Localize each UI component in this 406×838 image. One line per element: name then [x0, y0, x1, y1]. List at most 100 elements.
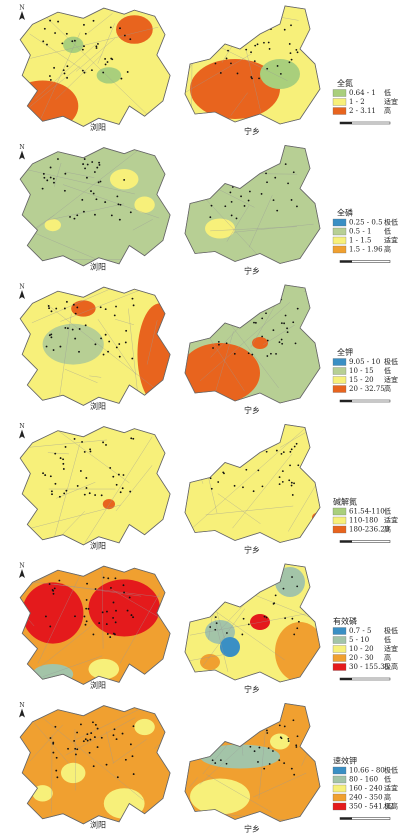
sample-point [212, 41, 215, 44]
map-outline [19, 565, 171, 685]
legend-swatch [332, 227, 347, 236]
sample-point [264, 164, 266, 167]
sample-point [98, 163, 101, 166]
sample-point [240, 594, 242, 596]
sample-point [212, 347, 214, 349]
sample-point [89, 738, 92, 741]
map-label: 宁乡 [244, 824, 260, 834]
sample-point [48, 75, 51, 77]
sample-point [224, 308, 226, 311]
map-base [19, 426, 171, 546]
sample-point [291, 494, 294, 496]
sample-point [230, 200, 233, 203]
sample-point [78, 350, 80, 353]
sample-point [101, 611, 104, 614]
sample-point [102, 71, 105, 74]
boundary [220, 46, 288, 81]
sample-point [112, 475, 115, 478]
sample-point [280, 322, 283, 325]
sample-point [292, 321, 295, 324]
sample-point [48, 307, 50, 310]
sample-point [215, 464, 218, 467]
sample-point [100, 494, 103, 497]
boundary [206, 774, 272, 813]
sample-point [275, 353, 277, 355]
boundary [213, 331, 234, 397]
legend-range: 20 - 30 [349, 654, 374, 662]
sample-point [268, 48, 271, 50]
sample-point [106, 633, 109, 635]
sample-point [44, 474, 47, 476]
boundary [199, 302, 291, 382]
sample-point [281, 480, 284, 483]
sample-point [43, 176, 46, 179]
sample-point [278, 759, 281, 762]
sample-point [251, 77, 253, 80]
sample-point [104, 333, 107, 336]
sample-point [52, 177, 55, 180]
map [19, 705, 171, 825]
sample-point [225, 586, 228, 589]
map-zones [20, 566, 163, 685]
map-label: 浏阳 [90, 680, 106, 690]
sample-point [209, 184, 211, 187]
sample-point [283, 28, 286, 31]
sample-point [104, 63, 107, 66]
north-arrow [19, 290, 25, 299]
sample-point [281, 342, 284, 345]
sample-point [74, 753, 77, 756]
sample-point [124, 758, 127, 761]
sample-point [112, 601, 115, 604]
sample-point [257, 761, 259, 763]
sample-point [79, 470, 82, 472]
sample-point [131, 297, 134, 300]
map-zone [32, 785, 53, 802]
sample-point [65, 300, 68, 303]
sample-point [267, 41, 270, 44]
sample-point [293, 633, 296, 636]
sample-point [290, 767, 293, 770]
boundary [119, 592, 161, 664]
sample-point [86, 176, 88, 179]
sample-point [276, 65, 279, 67]
sample-point [50, 336, 53, 339]
sample-point [223, 472, 225, 475]
sample-point [52, 751, 55, 754]
map-base [184, 145, 321, 264]
map-zones [25, 147, 160, 262]
sample-point [214, 62, 217, 65]
sample-point [295, 746, 298, 748]
boundary [54, 428, 130, 483]
boundary [226, 205, 250, 242]
sample-point [254, 444, 256, 447]
legend-swatch [332, 98, 347, 106]
sample-point [238, 19, 241, 22]
sample-point [94, 213, 96, 216]
boundary [64, 171, 95, 178]
map [19, 7, 171, 127]
sample-point [244, 20, 247, 22]
sample-point [102, 441, 104, 444]
sample-point [276, 209, 279, 212]
sample-point [225, 342, 228, 345]
sample-point [292, 171, 295, 174]
sample-point [214, 628, 217, 631]
boundary [64, 368, 98, 383]
map-outline [184, 5, 321, 125]
sample-point [253, 724, 255, 727]
sample-point [94, 494, 97, 496]
sample-point [46, 179, 49, 182]
sample-point [92, 633, 95, 636]
sample-point [74, 747, 77, 750]
legend-swatch [332, 645, 347, 653]
map [184, 5, 321, 125]
sample-point [288, 61, 291, 64]
sample-point [274, 594, 277, 597]
boundary [84, 436, 153, 543]
sample-point [296, 735, 299, 738]
sample-point [48, 583, 51, 585]
sample-point [242, 617, 245, 620]
sample-point [219, 596, 221, 599]
sample-point [115, 305, 117, 308]
sample-point [73, 438, 76, 440]
